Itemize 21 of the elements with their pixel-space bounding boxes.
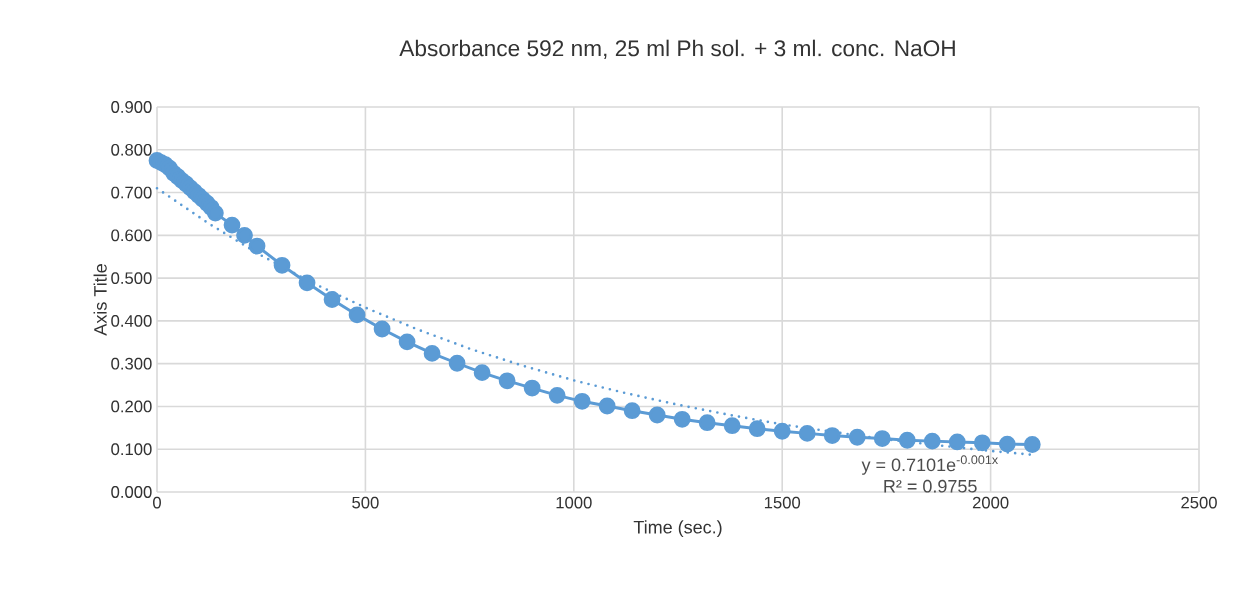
y-axis-title: Axis Title <box>93 264 107 336</box>
y-tick-label: 0.000 <box>111 486 152 498</box>
y-tick-label: 0.700 <box>111 186 152 199</box>
x-axis-title: Time (sec.) <box>633 520 722 538</box>
y-tick-label: 0.800 <box>111 143 152 156</box>
x-tick-label: 1000 <box>556 496 592 509</box>
y-tick-label: 0.600 <box>111 229 152 242</box>
y-tick-label: 0.300 <box>111 357 152 370</box>
annotation: R² = 0.9755 <box>884 479 977 493</box>
x-tick-label: 500 <box>352 496 379 509</box>
y-tick-label: 0.200 <box>111 400 152 413</box>
x-tick-label: 2000 <box>972 496 1009 509</box>
y-tick-label: 0.500 <box>111 272 152 285</box>
chart-title: Absorbance 592 nm, 25 ml Ph sol. + 3 ml. conc. NaOH <box>399 39 955 59</box>
y-tick-label: 0.900 <box>111 101 152 113</box>
annotation: y = 0.7101e$^{-0.001x}$ <box>861 455 999 475</box>
x-tick-label: 0 <box>153 496 161 509</box>
x-tick-label: 2500 <box>1181 496 1217 509</box>
y-tick-label: 0.100 <box>111 443 152 456</box>
y-tick-label: 0.400 <box>111 315 152 327</box>
x-tick-label: 1500 <box>764 496 801 509</box>
